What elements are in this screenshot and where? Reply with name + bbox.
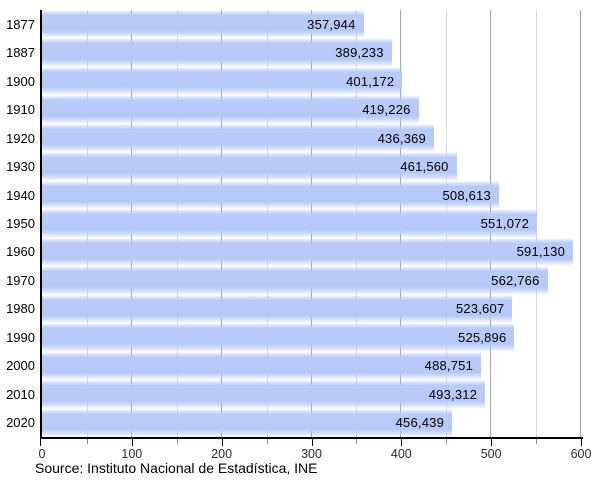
bar-value-label: 389,233 bbox=[335, 45, 384, 61]
bar-1990: 525,896 bbox=[42, 323, 515, 352]
y-axis-label-1887: 1887 bbox=[6, 45, 35, 61]
bar-1887: 389,233 bbox=[42, 38, 392, 67]
source-caption: Source: Instituto Nacional de Estadístic… bbox=[35, 460, 318, 476]
x-tick-label-0: 0 bbox=[38, 447, 46, 461]
bar-row: 357,944 bbox=[42, 10, 581, 39]
x-tick-minor bbox=[176, 439, 178, 444]
bar-value-label: 508,613 bbox=[442, 187, 491, 203]
bar-row: 419,226 bbox=[42, 95, 581, 124]
bar-row: 523,607 bbox=[42, 294, 581, 324]
x-tick-label-300: 300 bbox=[301, 447, 322, 461]
bar-1930: 461,560 bbox=[42, 152, 457, 181]
x-tick-minor bbox=[86, 439, 88, 444]
bar-row: 508,613 bbox=[42, 180, 581, 210]
bar-value-label: 436,369 bbox=[377, 130, 426, 146]
bar-value-label: 591,130 bbox=[516, 244, 566, 260]
x-tick-label-100: 100 bbox=[121, 447, 143, 461]
bar-2010: 493,312 bbox=[42, 380, 486, 409]
x-tick-minor bbox=[266, 439, 268, 444]
bar-value-label: 401,172 bbox=[345, 73, 395, 89]
y-axis-label-1980: 1980 bbox=[6, 301, 35, 317]
bar-1950: 551,072 bbox=[42, 209, 538, 238]
bar-value-label: 551,072 bbox=[480, 215, 530, 231]
y-axis-label-1930: 1930 bbox=[6, 159, 35, 175]
x-tick-major bbox=[131, 439, 133, 446]
x-tick-major bbox=[40, 439, 41, 446]
bar-1910: 419,226 bbox=[42, 95, 419, 124]
bar-value-label: 493,312 bbox=[428, 386, 478, 402]
x-tick-major bbox=[401, 439, 403, 446]
x-tick-major bbox=[221, 439, 223, 446]
gridline-major bbox=[580, 10, 581, 437]
bar-row: 456,439 bbox=[42, 408, 581, 437]
y-axis-label-2000: 2000 bbox=[6, 358, 35, 374]
y-axis-label-1970: 1970 bbox=[6, 272, 35, 288]
x-tick-minor bbox=[446, 439, 448, 444]
bar-row: 389,233 bbox=[42, 38, 581, 67]
x-tick-major bbox=[491, 439, 493, 446]
bar-row: 551,072 bbox=[42, 209, 581, 238]
y-axis-label-1877: 1877 bbox=[6, 16, 35, 32]
bar-2020: 456,439 bbox=[42, 408, 453, 437]
y-axis-label-1940: 1940 bbox=[6, 187, 35, 203]
bar-row: 436,369 bbox=[42, 123, 581, 153]
y-axis-label-2010: 2010 bbox=[6, 386, 35, 402]
y-axis-label-1990: 1990 bbox=[6, 329, 35, 345]
x-tick-major bbox=[311, 439, 313, 446]
bar-value-label: 562,766 bbox=[491, 272, 540, 288]
x-tick-label-400: 400 bbox=[390, 447, 412, 461]
bar-row: 488,751 bbox=[42, 351, 581, 381]
bar-1970: 562,766 bbox=[42, 266, 548, 295]
bar-1920: 436,369 bbox=[42, 123, 434, 153]
bar-value-label: 357,944 bbox=[307, 16, 356, 32]
x-tick-major bbox=[581, 439, 582, 446]
bar-value-label: 461,560 bbox=[400, 159, 449, 175]
y-axis-label-2020: 2020 bbox=[6, 415, 35, 431]
bar-value-label: 419,226 bbox=[362, 102, 411, 118]
bar-2000: 488,751 bbox=[42, 351, 482, 381]
x-tick-label-500: 500 bbox=[480, 447, 502, 461]
x-tick-label-200: 200 bbox=[211, 447, 233, 461]
bar-1960: 591,130 bbox=[42, 237, 574, 267]
bar-rows: 357,944 389,233 401,172 419,226 436,369 461,5… bbox=[42, 10, 581, 437]
y-axis-label-1960: 1960 bbox=[6, 244, 35, 260]
x-axis-line bbox=[40, 437, 583, 439]
y-axis-label-1920: 1920 bbox=[6, 130, 35, 146]
y-axis-label-1950: 1950 bbox=[6, 215, 35, 231]
bar-1980: 523,607 bbox=[42, 294, 513, 324]
bar-1877: 357,944 bbox=[42, 10, 364, 39]
bar-row: 461,560 bbox=[42, 152, 581, 181]
bar-value-label: 488,751 bbox=[424, 358, 474, 374]
bar-value-label: 456,439 bbox=[395, 415, 445, 431]
bar-1940: 508,613 bbox=[42, 180, 499, 210]
bar-value-label: 523,607 bbox=[455, 301, 505, 317]
x-tick-minor bbox=[356, 439, 358, 444]
bar-row: 562,766 bbox=[42, 266, 581, 295]
bar-row: 493,312 bbox=[42, 380, 581, 409]
y-axis-labels: 1877 1887 1900 1910 1920 1930 1940 1950 1960 1970… bbox=[0, 10, 35, 437]
y-axis-label-1900: 1900 bbox=[6, 73, 35, 89]
x-tick-label-600: 600 bbox=[570, 447, 592, 461]
x-tick-minor bbox=[536, 439, 538, 444]
bar-row: 401,172 bbox=[42, 66, 581, 96]
y-axis-line bbox=[40, 10, 42, 439]
bar-value-label: 525,896 bbox=[458, 329, 507, 345]
bar-1900: 401,172 bbox=[42, 66, 403, 96]
bar-row: 525,896 bbox=[42, 323, 581, 352]
plot-area: 357,944 389,233 401,172 419,226 436,369 461,5… bbox=[42, 10, 581, 437]
y-axis-label-1910: 1910 bbox=[6, 102, 35, 118]
bar-row: 591,130 bbox=[42, 237, 581, 267]
